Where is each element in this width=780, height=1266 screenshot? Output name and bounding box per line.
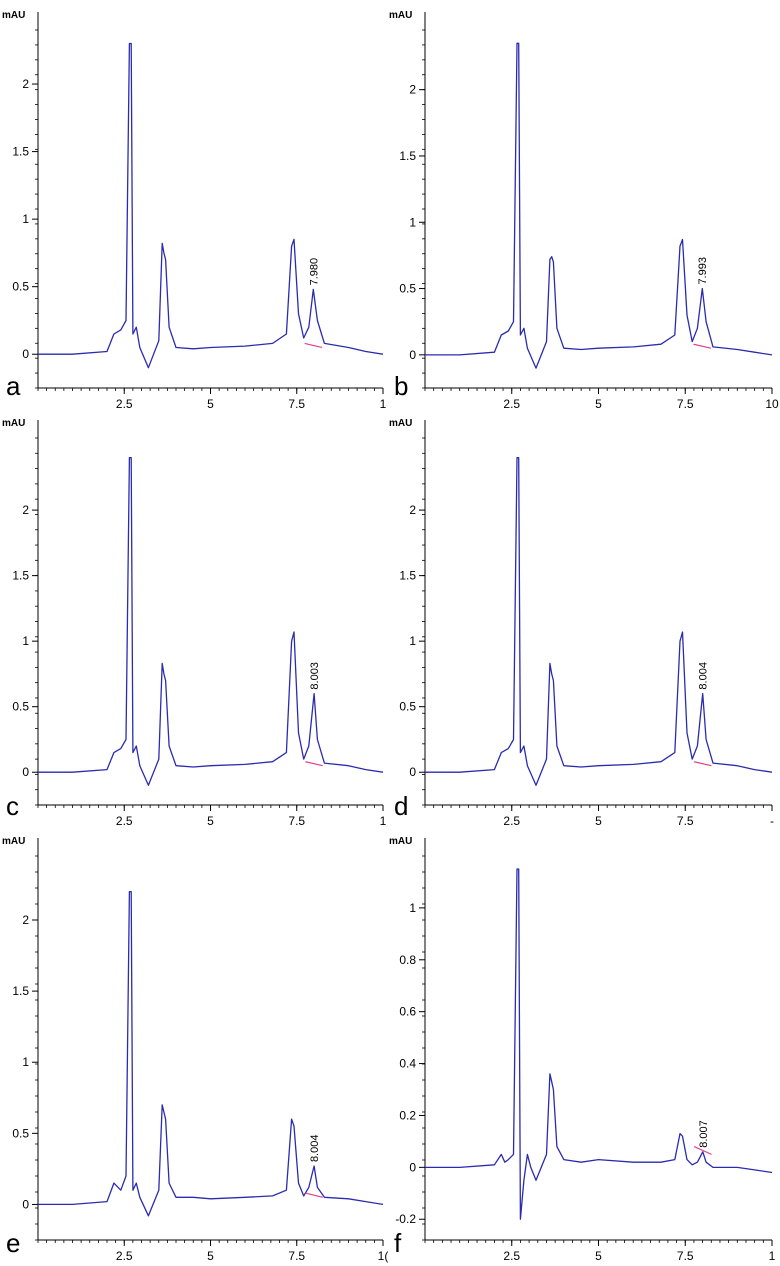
x-tick-label: 5 bbox=[207, 397, 214, 411]
x-tick-label: - bbox=[770, 814, 774, 828]
x-tick-label: 5 bbox=[207, 1249, 214, 1263]
y-tick-label: 0 bbox=[409, 765, 416, 779]
integration-baseline bbox=[305, 761, 323, 767]
integration-baseline bbox=[693, 1146, 712, 1155]
y-axis-unit: mAU bbox=[2, 836, 25, 847]
x-tick-label: 1 bbox=[380, 814, 387, 828]
y-tick-label: 1 bbox=[22, 634, 29, 648]
x-tick-label: 7.5 bbox=[677, 1249, 694, 1263]
x-tick-label: 5 bbox=[595, 1249, 602, 1263]
y-tick-label: 1 bbox=[409, 634, 416, 648]
peak-retention-label: 8.003 bbox=[309, 662, 321, 690]
y-tick-label: 0 bbox=[22, 347, 29, 361]
panel-label: c bbox=[6, 791, 19, 821]
y-tick-label: 2 bbox=[22, 77, 29, 91]
panel-label: f bbox=[394, 1228, 402, 1258]
y-axis-unit: mAU bbox=[389, 836, 412, 847]
y-tick-label: 2 bbox=[22, 503, 29, 517]
peak-retention-label: 8.004 bbox=[698, 662, 710, 690]
x-tick-label: 1 bbox=[769, 1249, 776, 1263]
y-axis-unit: mAU bbox=[2, 10, 25, 21]
integration-baseline bbox=[693, 343, 712, 349]
peak-retention-label: 8.004 bbox=[309, 1135, 321, 1163]
y-tick-label: 1.5 bbox=[12, 569, 29, 583]
y-tick-label: 1 bbox=[409, 215, 416, 229]
y-tick-label: 0 bbox=[409, 348, 416, 362]
integration-baseline bbox=[693, 761, 712, 767]
chromatogram-panel-e: mAU 0 0.5 1 1.5 2 2.5 5 7.5 1( 8.004 e bbox=[2, 836, 388, 1263]
y-tick-label: 1 bbox=[22, 212, 29, 226]
panel-label: d bbox=[394, 791, 408, 821]
y-tick-label: 1.5 bbox=[399, 569, 416, 583]
chromatogram-trace bbox=[38, 42, 384, 369]
chromatogram-trace bbox=[38, 457, 384, 786]
integration-baseline bbox=[304, 342, 323, 349]
panel-label: e bbox=[6, 1228, 20, 1258]
x-tick-label: 7.5 bbox=[677, 397, 694, 411]
x-tick-label: 2.5 bbox=[116, 814, 133, 828]
y-tick-label: 0.2 bbox=[399, 1108, 416, 1122]
chromatogram-panel-f: mAU -0.2 0 0.2 0.4 0.6 0.8 1 2.5 5 7.5 1 8.007 f bbox=[389, 836, 776, 1263]
y-tick-label: 2 bbox=[409, 83, 416, 97]
x-tick-label: 10 bbox=[765, 397, 779, 411]
y-tick-label: 0.4 bbox=[399, 1057, 416, 1071]
peak-retention-label: 7.993 bbox=[697, 257, 709, 285]
chromatogram-trace bbox=[425, 868, 773, 1220]
x-tick-label: 1( bbox=[378, 1249, 389, 1263]
y-tick-label: 0.5 bbox=[399, 700, 416, 714]
y-tick-label: 0.5 bbox=[12, 1126, 29, 1140]
y-tick-label: 1 bbox=[22, 1055, 29, 1069]
y-tick-label: 0.8 bbox=[399, 953, 416, 967]
x-tick-label: 5 bbox=[207, 814, 214, 828]
chromatogram-trace bbox=[425, 457, 773, 786]
chromatogram-panel-a: mAU 0 0.5 1 1.5 2 2.5 5 7.5 1 7.980 a bbox=[2, 10, 387, 411]
x-tick-label: 1 bbox=[380, 397, 387, 411]
y-tick-label: 1.5 bbox=[12, 145, 29, 159]
y-tick-label: 0.5 bbox=[12, 700, 29, 714]
y-tick-label: 0 bbox=[22, 1197, 29, 1211]
y-axis-unit: mAU bbox=[389, 418, 412, 429]
x-tick-label: 2.5 bbox=[503, 397, 520, 411]
x-tick-label: 7.5 bbox=[288, 397, 305, 411]
x-tick-label: 2.5 bbox=[503, 1249, 520, 1263]
chromatogram-panel-b: mAU 0 0.5 1 1.5 2 2.5 5 7.5 10 7.993 b bbox=[389, 10, 779, 411]
chromatogram-panel-d: mAU 0 0.5 1 1.5 2 2.5 5 7.5 - 8.004 d bbox=[389, 418, 774, 828]
y-tick-label: 0 bbox=[22, 765, 29, 779]
y-tick-label: 0.6 bbox=[399, 1005, 416, 1019]
y-tick-label: 1.5 bbox=[399, 149, 416, 163]
chromatogram-trace bbox=[425, 42, 773, 369]
peak-retention-label: 7.980 bbox=[308, 258, 320, 286]
y-tick-label: 2 bbox=[22, 913, 29, 927]
x-tick-label: 2.5 bbox=[116, 397, 133, 411]
x-tick-label: 7.5 bbox=[288, 814, 305, 828]
x-tick-label: 5 bbox=[595, 397, 602, 411]
y-tick-label: 1 bbox=[409, 901, 416, 915]
x-tick-label: 5 bbox=[595, 814, 602, 828]
panel-label: a bbox=[6, 371, 21, 401]
x-tick-label: 7.5 bbox=[288, 1249, 305, 1263]
x-tick-label: 7.5 bbox=[677, 814, 694, 828]
y-axis-unit: mAU bbox=[2, 418, 25, 429]
y-tick-label: 1.5 bbox=[12, 984, 29, 998]
chromatogram-trace bbox=[38, 890, 384, 1217]
y-axis-unit: mAU bbox=[389, 10, 412, 21]
peak-retention-label: 8.007 bbox=[698, 1120, 710, 1148]
x-tick-label: 2.5 bbox=[116, 1249, 133, 1263]
panel-label: b bbox=[394, 371, 408, 401]
chromatogram-panel-c: mAU 0 0.5 1 1.5 2 2.5 5 7.5 1 8.003 c bbox=[2, 418, 387, 828]
x-tick-label: 2.5 bbox=[503, 814, 520, 828]
y-tick-label: 2 bbox=[409, 503, 416, 517]
integration-baseline bbox=[305, 1192, 323, 1198]
y-tick-label: 0.5 bbox=[12, 280, 29, 294]
y-tick-label: -0.2 bbox=[395, 1212, 416, 1226]
y-tick-label: 0.5 bbox=[399, 282, 416, 296]
y-tick-label: 0 bbox=[409, 1160, 416, 1174]
